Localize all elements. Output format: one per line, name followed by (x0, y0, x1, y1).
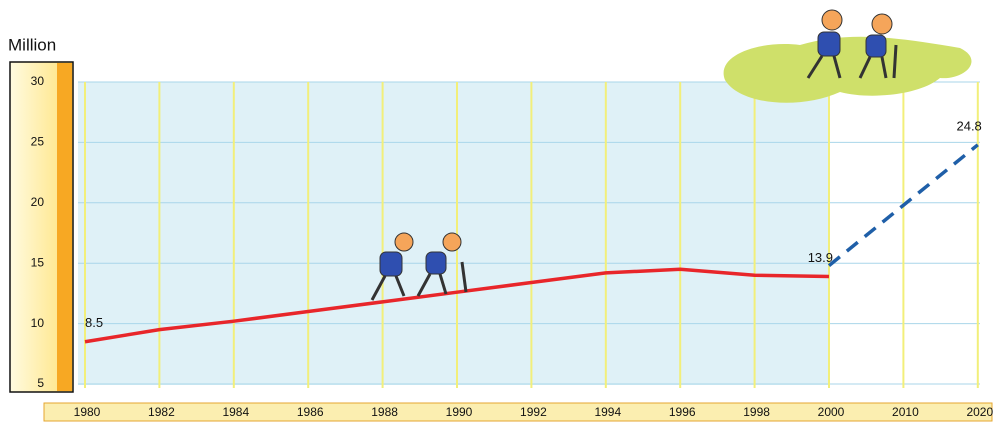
y-tick-label: 10 (31, 316, 45, 330)
series-line (84, 267, 830, 344)
series-line (827, 143, 979, 267)
x-tick-label: 2010 (892, 405, 919, 419)
marks: 8.5 13.9 24.8 (84, 118, 982, 344)
x-tick-label: 1980 (74, 405, 101, 419)
y-tick-label: 30 (31, 74, 45, 88)
y-tick-label: 20 (31, 195, 45, 209)
x-tick-label: 2000 (818, 405, 845, 419)
chart-title: Million (8, 35, 56, 54)
value-label: 24.8 (956, 118, 981, 133)
x-tick-label: 2020 (966, 405, 993, 419)
x-tick-label: 1996 (669, 405, 696, 419)
illustration-top (723, 9, 972, 103)
x-axis-band (43, 402, 993, 422)
value-label: 8.5 (85, 315, 103, 330)
y-tick-label: 15 (31, 255, 45, 269)
y-tick-label: 5 (37, 376, 44, 390)
x-tick-label: 1984 (222, 405, 249, 419)
y-tick-label: 25 (31, 135, 45, 149)
x-tick-label: 1988 (371, 405, 398, 419)
x-tick-label: 1998 (743, 405, 770, 419)
value-label: 13.9 (808, 250, 833, 265)
x-tick-label: 1990 (446, 405, 473, 419)
illustration-mid (370, 232, 468, 301)
x-tick-label: 1986 (297, 405, 324, 419)
x-tick-label: 1982 (148, 405, 175, 419)
x-tick-label: 1992 (520, 405, 547, 419)
x-tick-label: 1994 (594, 405, 621, 419)
y-axis-strip (57, 63, 72, 391)
